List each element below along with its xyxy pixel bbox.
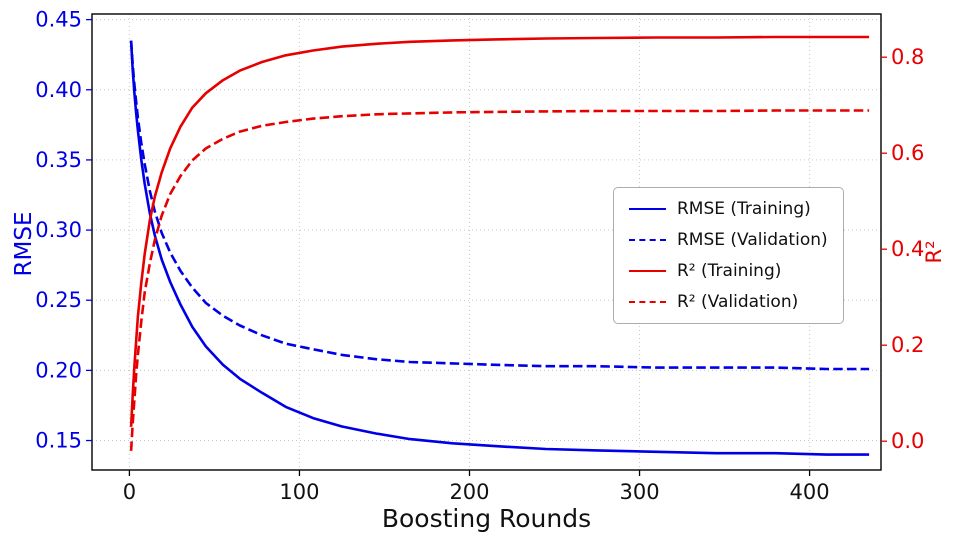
legend-label-rmse-validation: RMSE (Validation) xyxy=(677,230,828,250)
legend-label-r2-validation: R² (Validation) xyxy=(677,292,799,312)
left-y-tick-label: 0.45 xyxy=(35,8,82,32)
right-y-tick-label: 0.8 xyxy=(891,45,924,69)
legend-line-sample-rmse-training xyxy=(629,208,666,210)
legend-line-sample-r2-training xyxy=(629,270,666,272)
legend-label-r2-training: R² (Training) xyxy=(677,261,782,281)
legend-item-rmse-training: RMSE (Training) xyxy=(629,199,828,219)
x-tick-label: 100 xyxy=(279,480,319,504)
right-y-tick-label: 0.4 xyxy=(891,237,924,261)
right-y-tick-label: 0.0 xyxy=(891,429,924,453)
legend-item-r2-validation: R² (Validation) xyxy=(629,292,828,312)
x-tick-label: 400 xyxy=(790,480,830,504)
x-axis-label: Boosting Rounds xyxy=(381,504,592,533)
legend-line-sample-r2-validation xyxy=(629,301,666,303)
left-y-tick-label: 0.15 xyxy=(35,429,82,453)
left-y-tick-label: 0.25 xyxy=(35,288,82,312)
legend: RMSE (Training) RMSE (Validation) R² (Tr… xyxy=(613,187,844,324)
x-tick-label: 300 xyxy=(619,480,659,504)
x-tick-label: 0 xyxy=(123,480,136,504)
plot-border xyxy=(91,13,882,471)
legend-item-r2-training: R² (Training) xyxy=(629,261,828,281)
left-y-tick-label: 0.35 xyxy=(35,148,82,172)
left-y-tick-label: 0.40 xyxy=(35,78,82,102)
x-tick-label: 200 xyxy=(449,480,489,504)
right-y-tick-label: 0.2 xyxy=(891,333,924,357)
series-rmse-training-line xyxy=(129,40,870,456)
left-y-axis-label: RMSE xyxy=(11,211,37,277)
right-y-axis-label: R² xyxy=(922,240,946,264)
legend-label-rmse-training: RMSE (Training) xyxy=(677,199,811,219)
left-y-tick-label: 0.20 xyxy=(35,358,82,382)
legend-line-sample-rmse-validation xyxy=(629,239,666,241)
left-y-tick-label: 0.30 xyxy=(35,218,82,242)
series-r-validation-line xyxy=(129,109,870,451)
series-r-training-line xyxy=(129,35,870,427)
series-rmse-validation-line xyxy=(129,40,870,371)
legend-item-rmse-validation: RMSE (Validation) xyxy=(629,230,828,250)
right-y-tick-label: 0.6 xyxy=(891,141,924,165)
